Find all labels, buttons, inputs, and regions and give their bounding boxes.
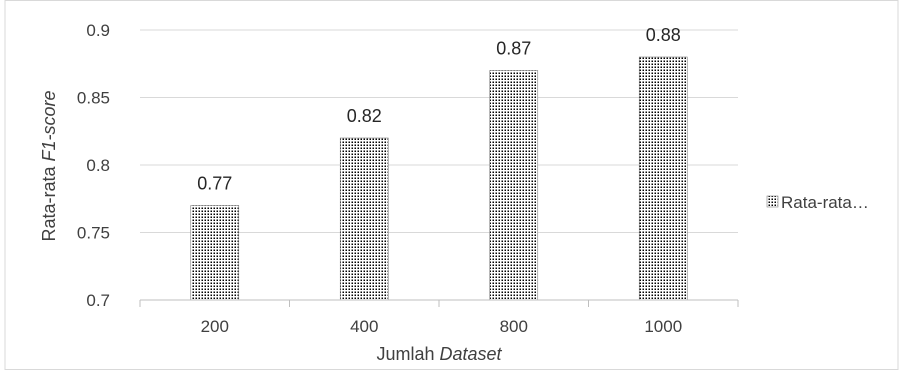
y-tick-label: 0.9: [86, 21, 110, 40]
data-label: 0.82: [347, 106, 382, 126]
y-axis-title: Rata-rata F1-score: [39, 90, 59, 241]
y-tick-label: 0.85: [77, 89, 110, 108]
bar: [638, 56, 688, 301]
bar: [190, 205, 240, 301]
x-tick-label: 1000: [644, 317, 682, 336]
data-label: 0.87: [496, 39, 531, 59]
legend-swatch: [766, 195, 779, 208]
bar: [339, 137, 389, 301]
chart-border: [4, 0, 899, 370]
y-tick-label: 0.7: [86, 291, 110, 310]
x-tick-label: 200: [201, 317, 229, 336]
data-label: 0.88: [646, 25, 681, 45]
data-label: 0.77: [197, 174, 232, 194]
x-tick-label: 400: [350, 317, 378, 336]
y-tick-label: 0.8: [86, 156, 110, 175]
x-tick-label: 800: [500, 317, 528, 336]
legend: Rata-rata…: [766, 193, 869, 212]
gridlines: [140, 29, 738, 233]
x-axis-title: Jumlah Dataset: [376, 344, 502, 364]
bars: 0.77 0.82 0.87 0.88: [190, 25, 688, 301]
bar: [489, 70, 539, 301]
legend-label: Rata-rata…: [781, 193, 869, 212]
axes: 0.7 0.75 0.8 0.85 0.9 200 400 800 1000: [77, 21, 739, 336]
y-tick-label: 0.75: [77, 224, 110, 243]
